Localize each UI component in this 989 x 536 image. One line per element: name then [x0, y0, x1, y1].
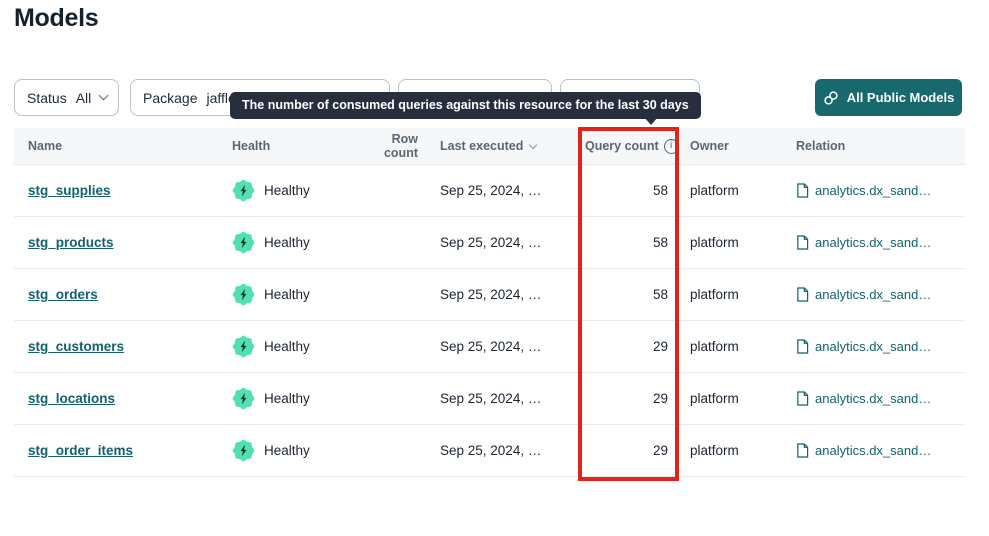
healthy-badge-icon — [232, 231, 255, 254]
relation-link[interactable]: analytics.dx_sand… — [815, 183, 932, 198]
query-count-value: 58 — [652, 287, 668, 302]
column-header-query-count-label: Query count — [585, 139, 659, 153]
query-count-value: 29 — [652, 391, 668, 406]
all-public-models-button[interactable]: All Public Models — [815, 79, 962, 116]
query-count-value: 58 — [652, 183, 668, 198]
info-icon[interactable]: i — [663, 138, 679, 154]
last-executed-value: Sep 25, 2024, … — [440, 287, 542, 302]
query-count-tooltip: The number of consumed queries against t… — [230, 92, 701, 119]
table-row: stg_orders Healthy Sep 25, 2024, … 58 pl… — [14, 269, 965, 321]
model-link[interactable]: stg_customers — [28, 339, 125, 354]
table-row: stg_supplies Healthy Sep 25, 2024, … 58 … — [14, 165, 965, 217]
model-link[interactable]: stg_supplies — [28, 183, 111, 198]
health-status-label: Healthy — [264, 235, 310, 250]
document-icon — [797, 391, 809, 406]
document-icon — [797, 183, 809, 198]
query-count-value: 58 — [652, 235, 668, 250]
model-link[interactable]: stg_orders — [28, 287, 98, 302]
table-row: stg_order_items Healthy Sep 25, 2024, … … — [14, 425, 965, 477]
chevron-down-icon — [98, 90, 109, 101]
health-status-label: Healthy — [264, 339, 310, 354]
column-header-health: Health — [232, 139, 271, 153]
column-header-query-count: Query count i — [582, 138, 679, 154]
last-executed-value: Sep 25, 2024, … — [440, 443, 542, 458]
healthy-badge-icon — [232, 179, 255, 202]
column-header-last-executed[interactable]: Last executed — [418, 139, 582, 153]
health-status-label: Healthy — [264, 443, 310, 458]
page-title: Models — [14, 4, 99, 32]
owner-value: platform — [690, 235, 739, 250]
query-count-value: 29 — [652, 339, 668, 354]
link-icon — [823, 90, 839, 106]
status-filter-dropdown[interactable]: Status All — [14, 79, 119, 116]
document-icon — [797, 339, 809, 354]
model-link[interactable]: stg_locations — [28, 391, 116, 406]
relation-link[interactable]: analytics.dx_sand… — [815, 287, 932, 302]
sort-chevron-icon — [529, 140, 538, 149]
table-header-row: Name Health Row count Last executed Quer… — [14, 128, 965, 165]
health-status-label: Healthy — [264, 287, 310, 302]
model-link[interactable]: stg_order_items — [28, 443, 134, 458]
owner-value: platform — [690, 443, 739, 458]
model-link[interactable]: stg_products — [28, 235, 114, 250]
tooltip-caret — [644, 117, 658, 125]
column-header-row-count: Row count — [383, 132, 418, 160]
relation-link[interactable]: analytics.dx_sand… — [815, 339, 932, 354]
owner-value: platform — [690, 183, 739, 198]
column-header-owner: Owner — [690, 139, 729, 153]
document-icon — [797, 235, 809, 250]
table-row: stg_locations Healthy Sep 25, 2024, … 29… — [14, 373, 965, 425]
status-filter-label: Status — [27, 89, 67, 106]
owner-value: platform — [690, 391, 739, 406]
relation-link[interactable]: analytics.dx_sand… — [815, 391, 932, 406]
models-table: Name Health Row count Last executed Quer… — [14, 128, 965, 477]
healthy-badge-icon — [232, 439, 255, 462]
document-icon — [797, 443, 809, 458]
health-status-label: Healthy — [264, 391, 310, 406]
last-executed-value: Sep 25, 2024, … — [440, 391, 542, 406]
status-filter-value: All — [75, 89, 92, 106]
column-header-name: Name — [28, 139, 63, 153]
last-executed-value: Sep 25, 2024, … — [440, 339, 542, 354]
health-status-label: Healthy — [264, 183, 310, 198]
package-filter-label: Package — [143, 89, 198, 106]
table-row: stg_products Healthy Sep 25, 2024, … 58 … — [14, 217, 965, 269]
last-executed-value: Sep 25, 2024, … — [440, 183, 542, 198]
owner-value: platform — [690, 287, 739, 302]
column-header-relation: Relation — [796, 139, 846, 153]
table-row: stg_customers Healthy Sep 25, 2024, … 29… — [14, 321, 965, 373]
owner-value: platform — [690, 339, 739, 354]
healthy-badge-icon — [232, 335, 255, 358]
document-icon — [797, 287, 809, 302]
last-executed-value: Sep 25, 2024, … — [440, 235, 542, 250]
healthy-badge-icon — [232, 283, 255, 306]
column-header-last-executed-label: Last executed — [440, 139, 524, 153]
relation-link[interactable]: analytics.dx_sand… — [815, 235, 932, 250]
healthy-badge-icon — [232, 387, 255, 410]
relation-link[interactable]: analytics.dx_sand… — [815, 443, 932, 458]
all-public-models-label: All Public Models — [846, 90, 955, 105]
query-count-value: 29 — [652, 443, 668, 458]
